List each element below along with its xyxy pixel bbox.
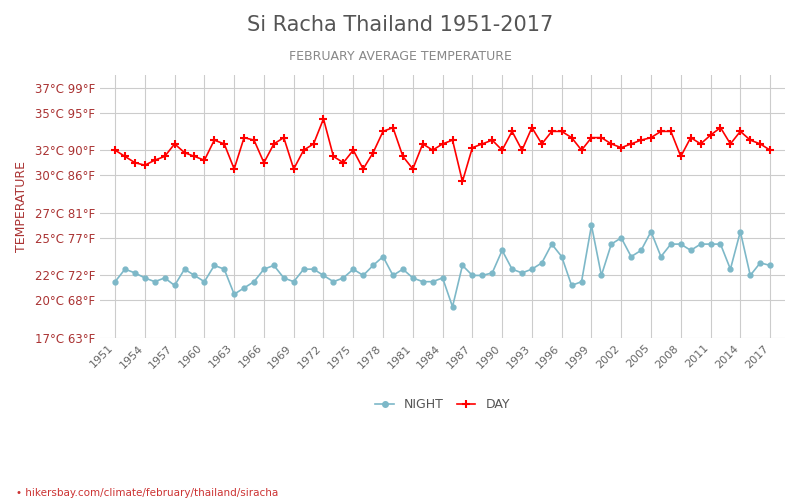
Line: DAY: DAY	[111, 114, 774, 186]
DAY	[388, 124, 398, 130]
Text: Si Racha Thailand 1951-2017: Si Racha Thailand 1951-2017	[247, 15, 553, 35]
DAY	[458, 178, 467, 184]
NIGHT	[766, 262, 775, 268]
Legend: NIGHT, DAY: NIGHT, DAY	[370, 393, 514, 416]
DAY	[190, 154, 199, 160]
DAY	[110, 147, 120, 153]
NIGHT	[160, 275, 170, 281]
NIGHT	[378, 254, 388, 260]
Text: FEBRUARY AVERAGE TEMPERATURE: FEBRUARY AVERAGE TEMPERATURE	[289, 50, 511, 63]
DAY	[626, 141, 636, 147]
DAY	[726, 141, 735, 147]
Y-axis label: TEMPERATURE: TEMPERATURE	[15, 161, 28, 252]
NIGHT	[110, 278, 120, 284]
DAY	[766, 147, 775, 153]
NIGHT	[408, 275, 418, 281]
NIGHT	[190, 272, 199, 278]
NIGHT	[448, 304, 458, 310]
NIGHT	[586, 222, 596, 228]
DAY	[318, 116, 328, 122]
NIGHT	[626, 254, 636, 260]
Text: • hikersbay.com/climate/february/thailand/siracha: • hikersbay.com/climate/february/thailan…	[16, 488, 278, 498]
DAY	[418, 141, 427, 147]
Line: NIGHT: NIGHT	[113, 223, 773, 309]
DAY	[160, 154, 170, 160]
NIGHT	[726, 266, 735, 272]
